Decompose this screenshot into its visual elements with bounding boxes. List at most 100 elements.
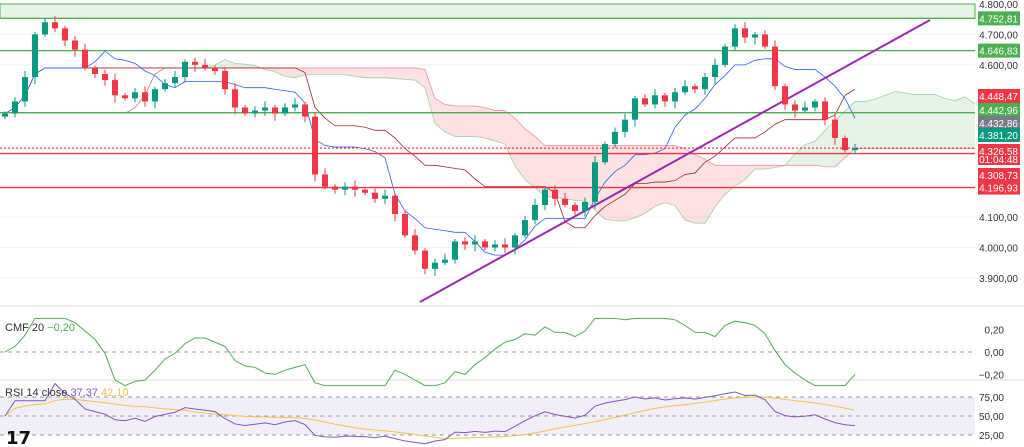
- candle-body: [552, 189, 558, 199]
- candle-body: [542, 189, 548, 205]
- ichimoku-cloud-segment: [875, 95, 885, 149]
- price-label-text: 4.432,86: [979, 119, 1018, 130]
- candle-body: [762, 34, 768, 47]
- ichimoku-cloud-segment: [935, 94, 945, 149]
- candle-body: [352, 186, 358, 190]
- candle-body: [642, 98, 648, 105]
- ichimoku-cloud-segment: [445, 104, 455, 137]
- candle-body: [702, 77, 708, 90]
- price-label-badge: [978, 116, 1020, 130]
- candle-body: [32, 34, 38, 78]
- price-label-badge: [978, 168, 1020, 182]
- rsi-ma-line: [4, 396, 856, 439]
- candle-body: [842, 137, 848, 151]
- candle-body: [302, 104, 308, 117]
- cmf-line: [4, 317, 856, 387]
- ichimoku-cloud-segment: [325, 67, 335, 75]
- candle-body: [652, 95, 658, 105]
- price-tick-label: 4.000,00: [979, 244, 1018, 255]
- candle-body: [472, 241, 478, 245]
- ichimoku-cloud-segment: [425, 69, 435, 124]
- candle-body: [132, 92, 138, 99]
- price-tick-label: 4.600,00: [979, 61, 1018, 72]
- resistance-zone: [0, 3, 976, 19]
- candle-body: [292, 104, 298, 108]
- price-tick-label: 4.800,00: [979, 0, 1018, 11]
- candle-body: [192, 61, 198, 65]
- ichimoku-cloud-segment: [385, 67, 395, 79]
- rsi-tick-label: 75,00: [979, 393, 1004, 404]
- ichimoku-cloud-segment: [215, 59, 225, 68]
- ichimoku-cloud-segment: [915, 94, 925, 149]
- ichimoku-cloud-segment: [665, 145, 675, 206]
- candle-body: [602, 144, 608, 163]
- candle-body: [72, 40, 78, 50]
- candle-body: [232, 89, 238, 108]
- ichimoku-cloud-segment: [355, 67, 365, 78]
- price-label-badge: [978, 144, 1020, 158]
- ichimoku-cloud-segment: [365, 67, 375, 78]
- candle-body: [382, 195, 388, 199]
- cmf-title: CMF 20 −0,20: [5, 322, 76, 334]
- candle-body: [92, 67, 98, 75]
- candle-body: [62, 28, 68, 41]
- candle-body: [802, 107, 808, 111]
- ichimoku-cloud-segment: [415, 67, 425, 88]
- candle-body: [392, 195, 398, 215]
- ichimoku-cloud-segment: [615, 145, 625, 221]
- candle-body: [502, 244, 508, 248]
- candle-body: [212, 67, 218, 71]
- price-tick-label: 4.700,00: [979, 30, 1018, 41]
- candle-body: [732, 28, 738, 47]
- candle-body: [522, 220, 528, 236]
- candle-body: [52, 22, 58, 29]
- candle-body: [152, 89, 158, 102]
- candle-body: [622, 119, 628, 132]
- price-tick-label: 4.100,00: [979, 213, 1018, 224]
- ichimoku-cloud-segment: [335, 67, 345, 75]
- ichimoku-cloud-segment: [685, 148, 695, 224]
- rsi-ma-value: 42,10: [101, 387, 129, 399]
- candle-body: [772, 46, 778, 87]
- ichimoku-cloud-segment: [965, 96, 975, 149]
- candle-body: [22, 77, 28, 102]
- countdown-text: 01:04:48: [979, 155, 1018, 166]
- ichimoku-cloud-segment: [755, 165, 765, 170]
- ichimoku-cloud-segment: [285, 67, 295, 78]
- ichimoku-cloud-segment: [675, 145, 685, 221]
- candle-body: [752, 34, 758, 38]
- ichimoku-cloud-segment: [505, 110, 515, 167]
- candle-body: [262, 107, 268, 111]
- candle-body: [792, 104, 798, 111]
- ichimoku-cloud-segment: [865, 99, 875, 149]
- ichimoku-cloud-segment: [765, 165, 775, 170]
- candle-body: [512, 235, 518, 248]
- rsi-value: 37,37: [70, 387, 98, 399]
- candle-body: [662, 95, 668, 102]
- kijun-sen-line: [4, 67, 856, 229]
- ichimoku-cloud-segment: [905, 93, 915, 149]
- candle-body: [102, 74, 108, 81]
- price-label-text: 4.326,58: [979, 147, 1018, 158]
- tenkan-sen-line: [4, 50, 856, 256]
- candle-body: [412, 235, 418, 251]
- cmf-value: −0,20: [47, 322, 76, 334]
- candle-body: [632, 98, 638, 120]
- ichimoku-cloud-segment: [455, 105, 465, 137]
- candle-body: [312, 116, 318, 175]
- ichimoku-cloud-segment: [475, 105, 485, 138]
- candle-body: [242, 107, 248, 114]
- ichimoku-cloud-segment: [885, 91, 895, 149]
- candle-body: [612, 131, 618, 145]
- candle-body: [272, 107, 278, 114]
- rsi-line: [4, 382, 856, 445]
- price-label-text: 4.308,73: [979, 171, 1018, 182]
- candle-body: [742, 28, 748, 38]
- ichimoku-cloud-segment: [485, 107, 495, 141]
- cmf-tick-label: 0,00: [985, 348, 1005, 359]
- candle-body: [362, 189, 368, 193]
- candle-body: [282, 107, 288, 114]
- ichimoku-cloud-segment: [735, 165, 745, 186]
